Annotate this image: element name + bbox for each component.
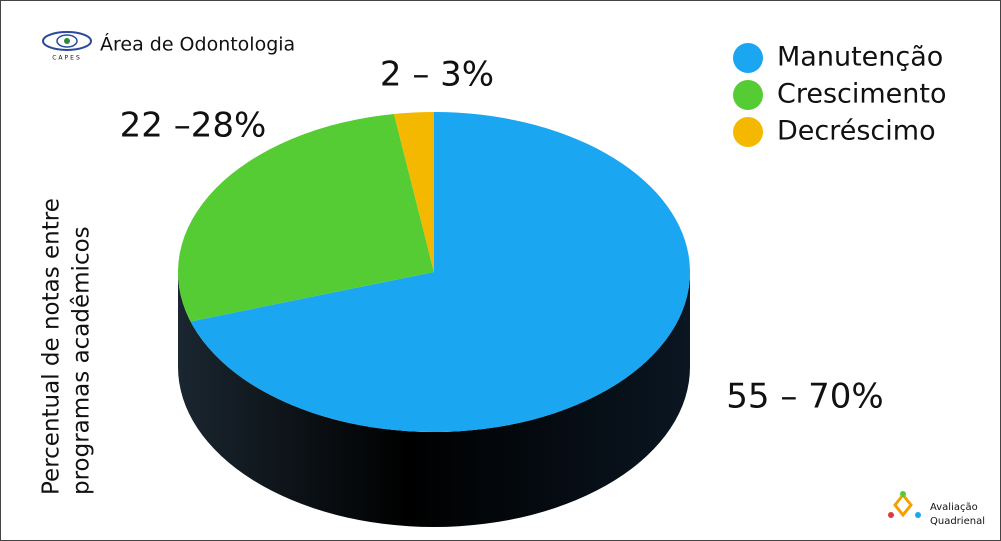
- legend-label: Crescimento: [777, 79, 947, 110]
- pie-slice: [393, 112, 434, 272]
- legend-label: Decréscimo: [777, 116, 936, 147]
- data-label: 2 – 3%: [380, 55, 494, 95]
- legend-swatch: [733, 80, 763, 110]
- data-label: 22 –28%: [120, 106, 267, 146]
- pie: [177, 112, 690, 527]
- footer-text: Avaliação: [930, 502, 978, 513]
- legend-label: Manutenção: [777, 42, 943, 73]
- legend-swatch: [733, 117, 763, 147]
- legend-swatch: [733, 43, 763, 73]
- pie-side: [178, 272, 690, 527]
- chart-title: Área de Odontologia: [100, 33, 295, 56]
- quadrienal-logo: Avaliação Quadrienal: [888, 491, 985, 527]
- pie-slice: [190, 112, 690, 432]
- capes-logo: CAPES: [42, 31, 92, 62]
- logo-text: CAPES: [52, 55, 82, 62]
- y-axis-label: Percentual de notas entre: [39, 198, 65, 495]
- footer-text: Quadrienal: [930, 516, 985, 527]
- pie-slice: [177, 113, 434, 322]
- data-label: 55 – 70%: [726, 377, 883, 417]
- y-axis-label: programas acadêmicos: [69, 226, 95, 495]
